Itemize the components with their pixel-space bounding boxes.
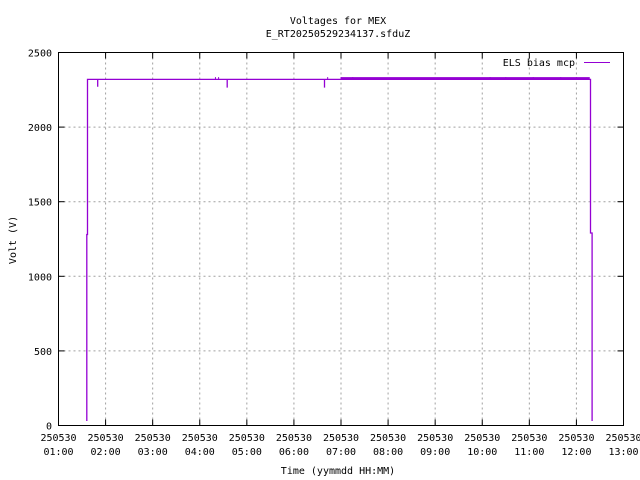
x-tick-label-time: 08:00 bbox=[373, 447, 403, 458]
series-layer bbox=[86, 77, 593, 421]
x-tick-label-time: 05:00 bbox=[232, 447, 262, 458]
series-spike-band bbox=[341, 77, 590, 80]
y-tick-label: 2000 bbox=[28, 123, 52, 134]
x-tick-label-date: 250530 bbox=[182, 433, 218, 444]
y-axis-label: Volt (V) bbox=[8, 216, 19, 264]
x-tick-label-date: 250530 bbox=[323, 433, 359, 444]
x-tick-label-time: 12:00 bbox=[561, 447, 591, 458]
chart-subtitle: E_RT20250529234137.sfduZ bbox=[266, 29, 411, 40]
y-tick-label: 1500 bbox=[28, 198, 52, 209]
x-tick-label-time: 11:00 bbox=[514, 447, 544, 458]
x-tick-label-date: 250530 bbox=[88, 433, 124, 444]
x-axis-label: Time (yymmdd HH:MM) bbox=[281, 466, 395, 477]
legend: ELS bias mcp bbox=[503, 58, 610, 69]
x-tick-label-date: 250530 bbox=[464, 433, 500, 444]
tick-labels: 25053001:0025053002:0025053003:002505300… bbox=[28, 49, 640, 459]
x-tick-label-date: 250530 bbox=[370, 433, 406, 444]
series-line-els-bias-mcp bbox=[86, 78, 593, 421]
x-tick-label-date: 250530 bbox=[605, 433, 640, 444]
x-tick-label-time: 09:00 bbox=[420, 447, 450, 458]
x-tick-label-date: 250530 bbox=[417, 433, 453, 444]
y-tick-label: 0 bbox=[46, 422, 52, 433]
x-tick-label-date: 250530 bbox=[511, 433, 547, 444]
y-tick-label: 1000 bbox=[28, 272, 52, 283]
x-tick-label-date: 250530 bbox=[558, 433, 594, 444]
x-tick-label-date: 250530 bbox=[229, 433, 265, 444]
axis-ticks bbox=[58, 52, 624, 426]
x-tick-label-time: 03:00 bbox=[138, 447, 168, 458]
x-tick-label-date: 250530 bbox=[135, 433, 171, 444]
x-tick-label-time: 02:00 bbox=[91, 447, 121, 458]
x-tick-label-time: 06:00 bbox=[279, 447, 309, 458]
x-tick-label-time: 10:00 bbox=[467, 447, 497, 458]
y-tick-label: 500 bbox=[34, 347, 52, 358]
grid-lines bbox=[58, 52, 624, 426]
x-tick-label-time: 01:00 bbox=[43, 447, 73, 458]
chart-title: Voltages for MEX bbox=[290, 16, 386, 27]
x-tick-label-date: 250530 bbox=[40, 433, 76, 444]
legend-label: ELS bias mcp bbox=[503, 58, 575, 69]
x-tick-label-time: 13:00 bbox=[608, 447, 638, 458]
x-tick-label-time: 04:00 bbox=[185, 447, 215, 458]
x-tick-label-time: 07:00 bbox=[326, 447, 356, 458]
y-tick-label: 2500 bbox=[28, 49, 52, 60]
x-tick-label-date: 250530 bbox=[276, 433, 312, 444]
